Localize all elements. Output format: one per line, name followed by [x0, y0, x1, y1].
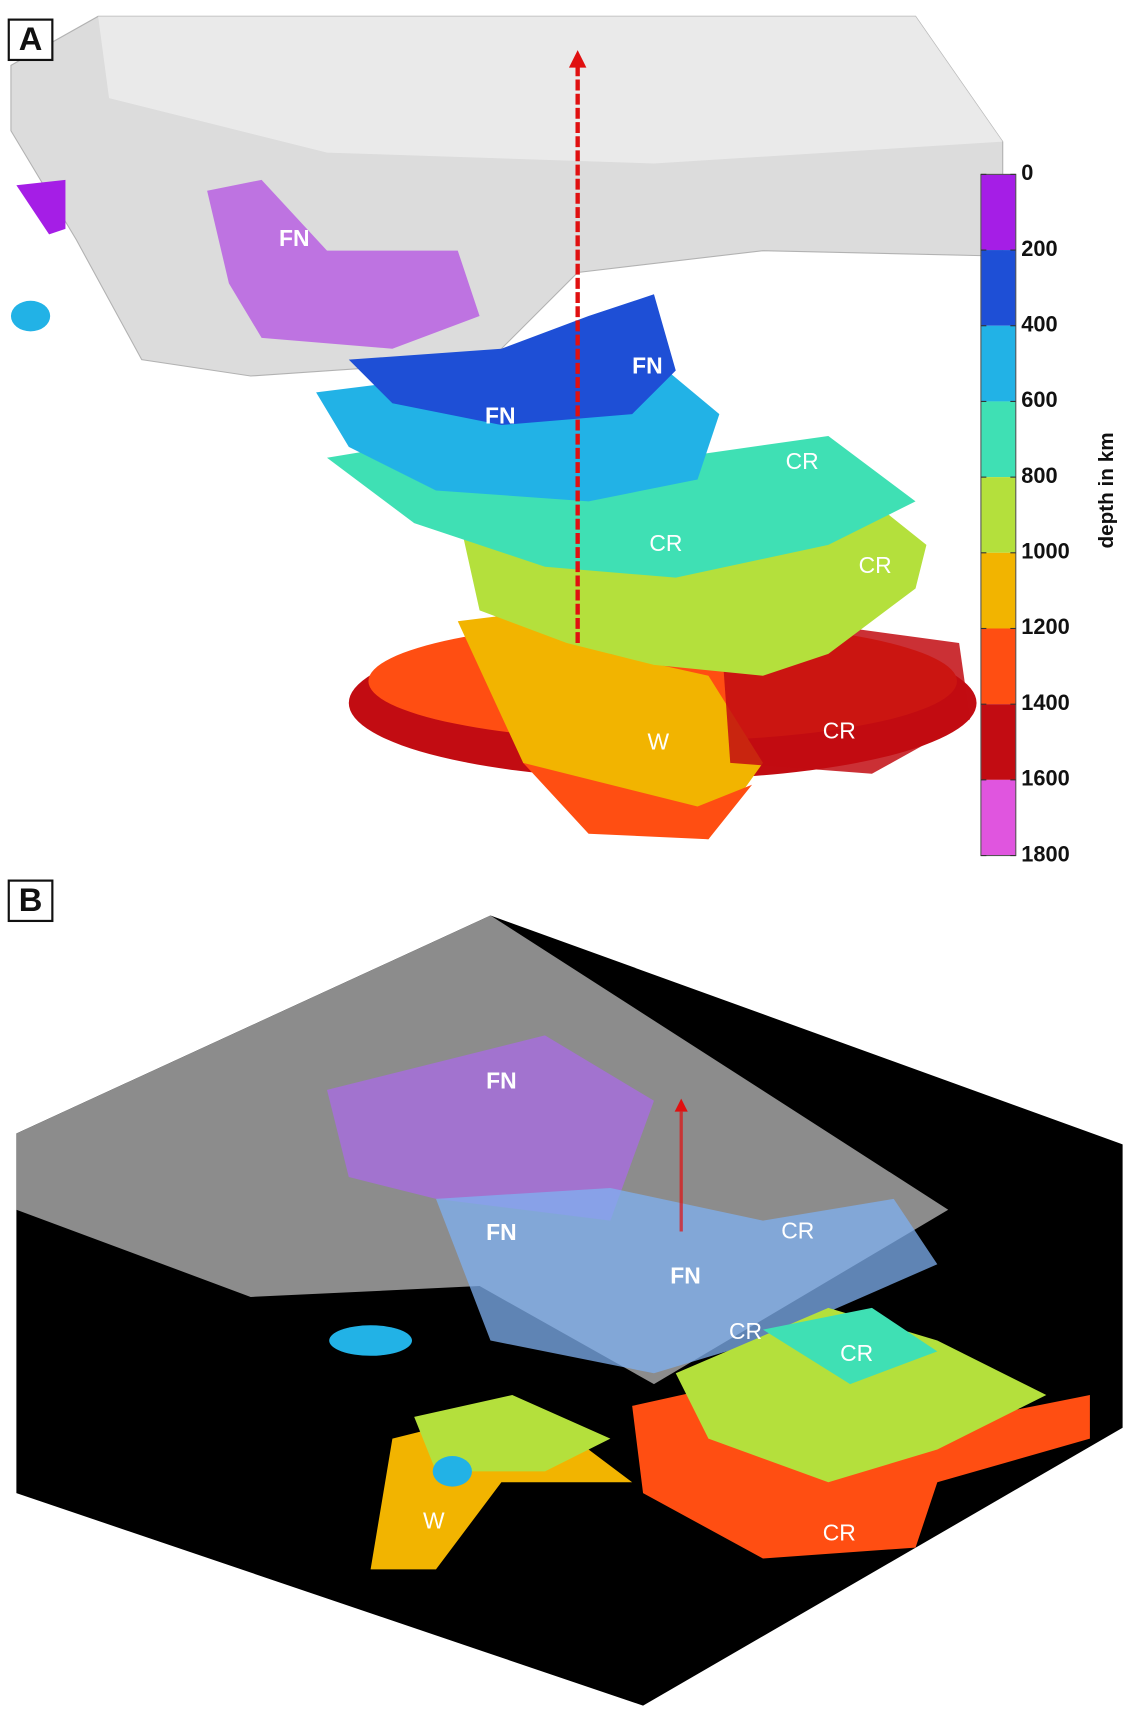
panel-label: A — [19, 20, 43, 57]
feature-label: CR — [840, 1340, 873, 1366]
color-band — [980, 704, 1016, 780]
panel-b-render — [16, 915, 1123, 1706]
colorbar: 0 200 400 600 800 1000 1200 1400 1600 1800 depth i… — [980, 160, 1118, 866]
panel-label-box — [7, 18, 54, 62]
feature-label: FN — [485, 402, 516, 428]
color-band — [980, 401, 1016, 478]
tick-label: 400 — [1021, 311, 1057, 336]
feature-label: FN — [279, 225, 310, 251]
color-band — [980, 628, 1016, 705]
feature-label: FN — [486, 1067, 517, 1093]
feature-label: CR — [823, 1520, 856, 1546]
color-band — [980, 477, 1016, 553]
feature-label: CR — [786, 448, 819, 474]
feature-label: CR — [781, 1218, 814, 1244]
colorbar-frame — [980, 173, 1017, 857]
panel-label-box — [7, 879, 54, 923]
tick-label: 1400 — [1021, 690, 1069, 715]
feature-label: CR — [729, 1318, 762, 1344]
color-band — [980, 552, 1016, 629]
feature-label: FN — [632, 352, 663, 378]
tick-label: 1000 — [1021, 539, 1069, 564]
colorbar-title: depth in km — [1095, 432, 1118, 548]
panel-label: B — [19, 881, 43, 918]
panel-a-render — [10, 15, 1004, 840]
tick-label: 1200 — [1021, 614, 1069, 639]
feature-label: CR — [859, 552, 892, 578]
tick-label: 800 — [1021, 463, 1057, 488]
feature-label: W — [648, 728, 670, 754]
tick-label: 600 — [1021, 387, 1057, 412]
labels: A FN FN FN CR CR CR CR W B FN FN FN CR CR CR CR W — [7, 18, 892, 1546]
tick-label: 1600 — [1021, 766, 1069, 791]
feature-label: CR — [823, 717, 856, 743]
feature-label: CR — [649, 530, 682, 556]
color-band — [980, 779, 1016, 856]
color-band — [980, 174, 1016, 251]
feature-label: W — [423, 1508, 445, 1534]
color-band — [980, 325, 1016, 402]
tick-label: 1800 — [1021, 841, 1069, 866]
feature-label: FN — [486, 1219, 517, 1245]
feature-label: FN — [670, 1262, 701, 1288]
color-band — [980, 250, 1016, 326]
tick-label: 200 — [1021, 236, 1057, 261]
tick-label: 0 — [1021, 160, 1033, 185]
